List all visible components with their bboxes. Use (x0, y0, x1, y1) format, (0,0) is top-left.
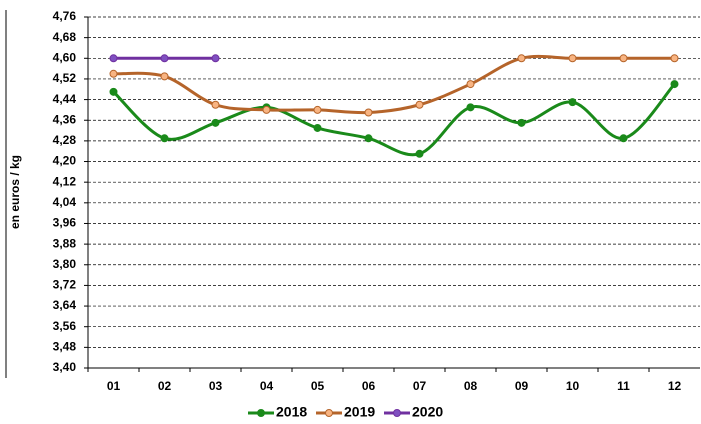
y-axis-label: en euros / kg (8, 155, 22, 229)
data-point (313, 123, 322, 132)
y-tick-label: 4,44 (53, 92, 77, 106)
data-point (568, 98, 577, 107)
y-tick-label: 4,52 (53, 71, 77, 85)
y-tick-label: 3,48 (53, 340, 77, 354)
data-point (313, 105, 322, 114)
y-tick-label: 4,20 (53, 154, 77, 168)
y-tick-label: 4,36 (53, 112, 77, 126)
data-point (109, 69, 118, 78)
data-point (517, 118, 526, 127)
data-point (670, 80, 679, 89)
x-tick-label: 07 (413, 379, 427, 393)
data-point (211, 100, 220, 109)
legend-marker (325, 409, 333, 417)
y-tick-label: 3,96 (53, 216, 77, 230)
y-tick-label: 4,76 (53, 9, 77, 23)
y-tick-label: 4,60 (53, 50, 77, 64)
data-point (160, 134, 169, 143)
data-point (109, 87, 118, 96)
y-tick-label: 3,88 (53, 236, 77, 250)
data-point (517, 54, 526, 63)
legend-label: 2020 (412, 404, 443, 420)
y-tick-label: 3,56 (53, 319, 77, 333)
data-point (568, 54, 577, 63)
x-tick-label: 06 (362, 379, 376, 393)
series-line (113, 54, 675, 115)
data-point (160, 54, 169, 63)
data-point (364, 108, 373, 117)
x-tick-label: 05 (311, 379, 325, 393)
x-tick-label: 11 (617, 379, 630, 393)
data-point (415, 149, 424, 158)
data-point (670, 54, 679, 63)
data-point (364, 134, 373, 143)
data-point (211, 54, 220, 63)
y-tick-label: 3,72 (53, 278, 77, 292)
y-tick-label: 4,12 (53, 174, 77, 188)
x-tick-label: 12 (668, 379, 682, 393)
legend-label: 2018 (276, 404, 307, 420)
data-point (466, 103, 475, 112)
data-point (619, 134, 628, 143)
data-point (211, 118, 220, 127)
legend-label: 2019 (344, 404, 375, 420)
x-tick-label: 03 (209, 379, 223, 393)
x-tick-label: 10 (566, 379, 580, 393)
x-tick-label: 01 (107, 379, 121, 393)
y-tick-label: 3,80 (53, 257, 77, 271)
x-tick-label: 04 (260, 379, 274, 393)
x-tick-label: 02 (158, 379, 172, 393)
data-point (262, 105, 271, 114)
data-point (466, 80, 475, 89)
y-tick-label: 4,04 (53, 195, 77, 209)
legend-marker (257, 409, 265, 417)
y-tick-label: 4,68 (53, 30, 77, 44)
x-tick-label: 08 (464, 379, 478, 393)
y-tick-label: 3,40 (53, 360, 77, 374)
y-tick-label: 3,64 (53, 298, 77, 312)
data-point (415, 100, 424, 109)
data-point (160, 72, 169, 81)
y-tick-label: 4,28 (53, 133, 77, 147)
data-point (619, 54, 628, 63)
x-tick-label: 09 (515, 379, 529, 393)
legend-marker (393, 409, 401, 417)
data-point (109, 54, 118, 63)
series-line (112, 83, 676, 157)
